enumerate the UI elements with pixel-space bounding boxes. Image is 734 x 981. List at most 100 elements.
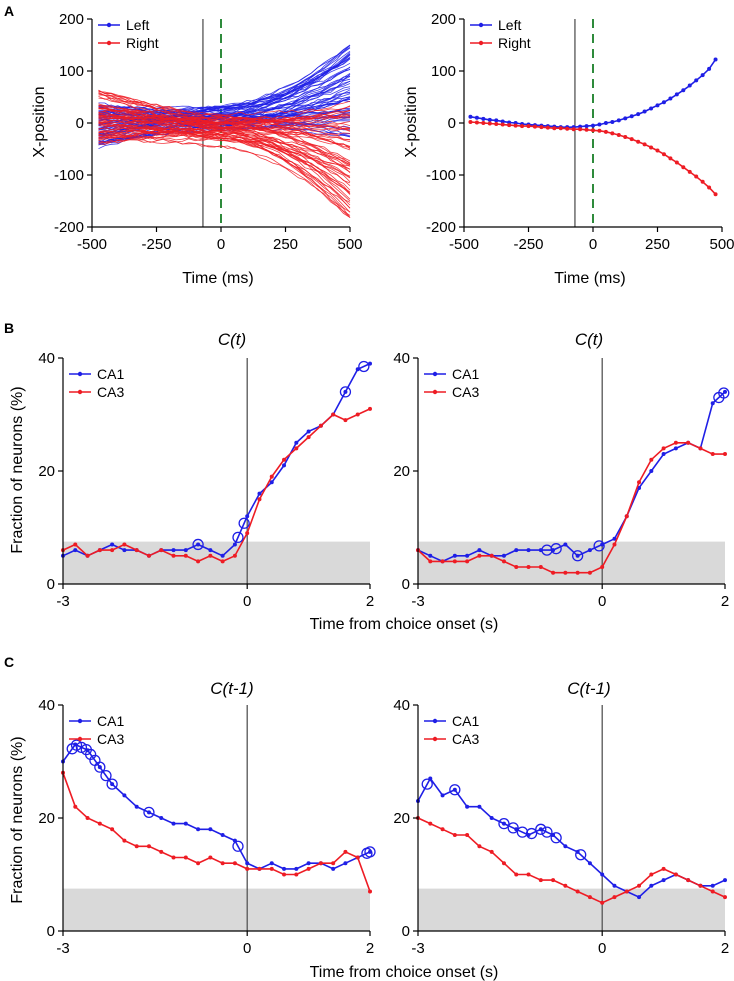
significance-marker [232, 840, 244, 852]
x-tick-label: 0 [217, 236, 225, 253]
data-point-ca1 [97, 765, 102, 770]
y-tick-label: 0 [47, 923, 55, 940]
data-point-ca3 [245, 866, 250, 871]
series-line-ca1 [417, 391, 726, 563]
data-point-ca1 [710, 401, 715, 406]
data-point-left [494, 118, 499, 123]
trial-trace-right [98, 91, 351, 167]
data-point-ca3 [331, 412, 336, 417]
data-point-right [687, 169, 692, 174]
x-tick-label: 0 [243, 593, 251, 610]
x-tick-label: 2 [721, 593, 729, 610]
data-point-left [629, 114, 634, 119]
data-point-left [468, 114, 473, 119]
data-point-ca1 [183, 821, 188, 826]
data-point-right [642, 142, 647, 147]
y-tick-label: 0 [402, 576, 410, 593]
data-point-right [636, 139, 641, 144]
data-point-ca1 [159, 816, 164, 820]
data-point-ca3 [85, 816, 90, 820]
data-point-ca3 [110, 548, 115, 553]
data-point-ca1 [73, 548, 78, 553]
x-tick-label: 250 [645, 236, 670, 253]
data-point-right [623, 135, 628, 140]
data-point-ca3 [97, 548, 102, 553]
data-point-ca1 [257, 491, 262, 496]
title-b2: C(t) [575, 330, 603, 349]
data-point-left [661, 100, 666, 105]
data-point-right [507, 123, 512, 128]
data-point-right [610, 131, 615, 136]
data-point-ca1 [122, 793, 127, 798]
data-point-ca3 [355, 855, 360, 860]
legend-marker-left [478, 22, 484, 28]
data-point-ca3 [171, 855, 176, 860]
data-point-left [642, 109, 647, 114]
data-point-ca3 [343, 849, 348, 854]
data-point-ca1 [269, 480, 274, 485]
ylabel-a2: X-position [403, 86, 420, 157]
x-tick-label: 2 [366, 940, 374, 957]
data-point-ca3 [452, 832, 457, 837]
significance-marker [550, 543, 562, 555]
data-point-left [623, 116, 628, 121]
data-point-ca1 [245, 514, 250, 519]
data-point-ca1 [612, 883, 617, 888]
data-point-ca3 [575, 889, 580, 894]
data-point-ca3 [134, 844, 139, 849]
legend-label-ca3: CA3 [97, 731, 124, 747]
x-tick-label: 500 [337, 236, 362, 253]
trial-trace-left [98, 67, 351, 109]
data-point-ca3 [710, 452, 715, 457]
trial-trace-right [98, 103, 351, 132]
data-point-ca1 [600, 872, 605, 877]
xlabel-a2: Time (ms) [554, 270, 625, 287]
ylabel-c: Fraction of neurons (%) [9, 736, 26, 903]
series-line-ca3 [417, 817, 726, 904]
data-point-right [494, 122, 499, 127]
data-point-ca3 [538, 878, 543, 883]
trial-trace-right [98, 115, 351, 140]
data-point-ca3 [368, 889, 372, 894]
significance-marker [449, 784, 461, 796]
ylabel-b: Fraction of neurons (%) [9, 386, 26, 553]
data-point-right [674, 160, 679, 165]
x-tick-label: 2 [366, 593, 374, 610]
data-point-left [649, 106, 654, 111]
trial-trace-right [98, 134, 351, 218]
legend-marker-ca1 [77, 718, 83, 724]
data-point-ca1 [661, 878, 666, 883]
data-point-ca1 [282, 463, 287, 468]
panel-label-c: C [4, 654, 14, 670]
y-tick-label: 40 [393, 697, 410, 714]
x-tick-label: 0 [243, 940, 251, 957]
data-point-ca1 [649, 469, 654, 473]
data-point-right [526, 124, 531, 129]
y-tick-label: 40 [38, 350, 55, 367]
data-point-ca3 [612, 895, 617, 900]
data-point-ca3 [661, 446, 666, 451]
data-point-left [687, 83, 692, 88]
data-point-ca1 [294, 440, 299, 445]
significance-marker [498, 818, 510, 830]
series-line-ca3 [417, 441, 725, 574]
data-point-left [694, 78, 699, 83]
data-point-right [681, 165, 686, 170]
xlabel-c: Time from choice onset (s) [310, 964, 499, 981]
data-point-ca1 [710, 883, 715, 888]
x-tick-label: 0 [598, 940, 606, 957]
data-point-ca3 [282, 872, 287, 877]
data-point-ca3 [232, 861, 237, 866]
y-tick-label: 0 [76, 115, 84, 132]
data-point-ca1 [343, 389, 348, 394]
x-tick-label: -500 [449, 236, 479, 253]
data-point-right [700, 179, 705, 184]
data-point-ca3 [563, 883, 568, 888]
chance-band [63, 888, 370, 931]
data-point-ca3 [73, 542, 78, 547]
data-point-ca3 [575, 570, 580, 575]
data-point-ca3 [563, 570, 568, 575]
